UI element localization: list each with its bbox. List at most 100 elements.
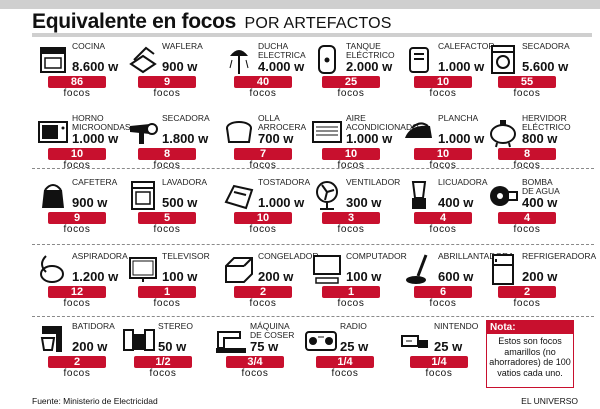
appliance-name: DUCHA ELECTRICA: [258, 41, 306, 60]
appliance-name: TELEVISOR: [162, 251, 210, 261]
appliance-name: HERVIDOR ELÉCTRICO: [522, 113, 571, 132]
appliance-item: LAVADORA 500 w 5 focos: [126, 178, 220, 238]
appliance-name: LICUADORA: [438, 177, 488, 187]
appliance-name: REFRIGERADORA: [522, 251, 597, 261]
microwave-icon: [36, 114, 70, 148]
appliance-watts: 600 w: [438, 269, 474, 284]
focos-count-badge: 6: [414, 286, 472, 298]
game-console-icon: [398, 322, 432, 356]
focos-unit-label: focos: [337, 88, 365, 99]
appliance-name: TOSTADORA: [258, 177, 311, 187]
appliance-item: STEREO 50 w 1/2 focos: [122, 322, 216, 382]
appliance-name: OLLA ARROCERA: [258, 113, 307, 132]
publication-credit: EL UNIVERSO: [521, 396, 578, 406]
appliance-watts: 100 w: [162, 269, 198, 284]
focos-count-badge: 3: [322, 212, 380, 224]
appliance-watts: 75 w: [250, 339, 279, 354]
focos-count-badge: 1: [322, 286, 380, 298]
focos-count-badge: 2: [48, 356, 106, 368]
focos-count-badge: 5: [138, 212, 196, 224]
appliance-item: DUCHA ELECTRICA 4.000 w 40 focos: [222, 42, 316, 102]
appliance-name: RADIO: [340, 321, 367, 331]
focos-unit-label: focos: [513, 88, 541, 99]
appliance-item: TOSTADORA 1.000 w 10 focos: [222, 178, 316, 238]
focos-count-badge: 2: [234, 286, 292, 298]
focos-unit-label: focos: [429, 224, 457, 235]
appliance-item: SECADORA 1.800 w 8 focos: [126, 114, 220, 174]
appliance-item: NINTENDO 25 w 1/4 focos: [398, 322, 492, 382]
appliance-watts: 1.000 w: [346, 131, 393, 146]
rice-cooker-icon: [222, 114, 256, 148]
appliance-watts: 400 w: [438, 195, 474, 210]
toaster-icon: [222, 178, 256, 212]
focos-unit-label: focos: [63, 298, 91, 309]
iron-icon: [402, 114, 436, 148]
focos-count-badge: 10: [48, 148, 106, 160]
refrigerator-icon: [486, 252, 520, 286]
focos-count-badge: 10: [414, 76, 472, 88]
row-divider: [32, 168, 594, 169]
appliance-name: COMPUTADOR: [346, 251, 407, 261]
appliance-watts: 200 w: [258, 269, 294, 284]
appliance-name: BATIDORA: [72, 321, 115, 331]
focos-count-badge: 86: [48, 76, 106, 88]
appliance-name: MÁQUINA DE COSER: [250, 321, 295, 340]
water-pump-icon: [486, 178, 520, 212]
appliance-name: TANQUE ELÉCTRICO: [346, 41, 395, 60]
focos-count-badge: 8: [498, 148, 556, 160]
appliance-watts: 900 w: [72, 195, 108, 210]
appliance-name: VENTILADOR: [346, 177, 401, 187]
focos-unit-label: focos: [513, 298, 541, 309]
focos-count-badge: 9: [48, 212, 106, 224]
focos-unit-label: focos: [249, 160, 277, 171]
appliance-item: CAFETERA 900 w 9 focos: [36, 178, 130, 238]
focos-unit-label: focos: [429, 298, 457, 309]
appliance-item: VENTILADOR 300 w 3 focos: [310, 178, 404, 238]
vacuum-cleaner-icon: [36, 252, 70, 286]
electric-shower-icon: [222, 42, 256, 76]
focos-unit-label: focos: [63, 160, 91, 171]
appliance-name: ASPIRADORA: [72, 251, 128, 261]
appliance-watts: 300 w: [346, 195, 382, 210]
focos-unit-label: focos: [429, 88, 457, 99]
appliance-item: TANQUE ELÉCTRICO 2.000 w 25 focos: [310, 42, 404, 102]
focos-count-badge: 10: [234, 212, 292, 224]
focos-count-badge: 9: [138, 76, 196, 88]
title-main: Equivalente en focos: [32, 10, 237, 33]
appliance-item: HERVIDOR ELÉCTRICO 800 w 8 focos: [486, 114, 580, 174]
appliance-watts: 200 w: [72, 339, 108, 354]
row-divider: [32, 316, 594, 317]
page-title: Equivalente en focos POR ARTEFACTOS: [32, 10, 392, 34]
focos-count-badge: 25: [322, 76, 380, 88]
appliance-item: BOMBA DE AGUA 400 w 4 focos: [486, 178, 580, 238]
focos-unit-label: focos: [241, 368, 269, 379]
appliance-name: WAFLERA: [162, 41, 203, 51]
appliance-name: LAVADORA: [162, 177, 208, 187]
coffee-maker-icon: [36, 178, 70, 212]
appliance-watts: 700 w: [258, 131, 294, 146]
focos-count-badge: 4: [414, 212, 472, 224]
appliance-name: HORNO MICROONDAS: [72, 113, 131, 132]
note-box: Nota: Estos son focos amarillos (no ahor…: [486, 320, 574, 388]
focos-unit-label: focos: [149, 368, 177, 379]
note-title: Nota:: [487, 321, 573, 334]
focos-unit-label: focos: [331, 368, 359, 379]
focos-unit-label: focos: [249, 298, 277, 309]
appliance-watts: 200 w: [522, 269, 558, 284]
computer-icon: [310, 252, 344, 286]
focos-count-badge: 1: [138, 286, 196, 298]
appliance-item: MÁQUINA DE COSER 75 w 3/4 focos: [214, 322, 308, 382]
appliance-item: CONGELADOR 200 w 2 focos: [222, 252, 318, 312]
waffle-maker-icon: [126, 42, 160, 76]
focos-unit-label: focos: [63, 88, 91, 99]
appliance-item: RADIO 25 w 1/4 focos: [304, 322, 398, 382]
appliance-watts: 400 w: [522, 195, 558, 210]
focos-count-badge: 12: [48, 286, 106, 298]
sewing-machine-icon: [214, 322, 248, 356]
focos-unit-label: focos: [337, 160, 365, 171]
appliance-name: CAFETERA: [72, 177, 118, 187]
focos-count-badge: 40: [234, 76, 292, 88]
appliance-watts: 50 w: [158, 339, 187, 354]
stove-icon: [36, 42, 70, 76]
blender-icon: [402, 178, 436, 212]
